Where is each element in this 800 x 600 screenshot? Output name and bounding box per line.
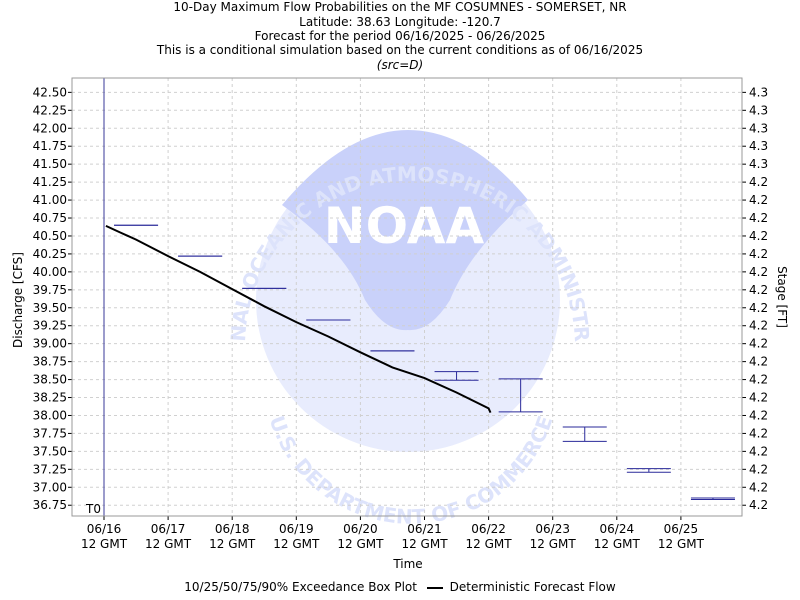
y2-tick-label: 4.3 xyxy=(749,103,768,117)
x-tick-label-date: 06/20 xyxy=(343,522,378,536)
y-tick-label: 36.75 xyxy=(33,498,67,512)
watermark-bird xyxy=(282,130,528,331)
chart-source: (src=D) xyxy=(376,58,424,72)
y-tick-label: 40.75 xyxy=(33,211,67,225)
y-tick-label: 37.75 xyxy=(33,426,67,440)
legend: 10/25/50/75/90% Exceedance Box Plot Dete… xyxy=(0,580,800,594)
x-tick-label-time: 12 GMT xyxy=(594,537,641,551)
y2-axis-title: Stage [FT] xyxy=(775,266,789,328)
chart-location: Latitude: 38.63 Longitude: -120.7 xyxy=(299,15,501,29)
x-tick-label-time: 12 GMT xyxy=(273,537,320,551)
legend-line-swatch xyxy=(426,586,443,589)
y-tick-label: 42.00 xyxy=(33,121,67,135)
x-tick-label-time: 12 GMT xyxy=(530,537,577,551)
y-axis-title: Discharge [CFS] xyxy=(11,252,25,348)
y2-tick-label: 4.2 xyxy=(749,480,768,494)
legend-line-label: Deterministic Forecast Flow xyxy=(449,580,616,594)
y-tick-label: 39.50 xyxy=(33,301,67,315)
y-tick-label: 41.25 xyxy=(33,175,67,189)
exceedance-boxes xyxy=(114,224,735,500)
y2-tick-label: 4.2 xyxy=(749,355,768,369)
x-tick-label-time: 12 GMT xyxy=(658,537,705,551)
chart-period: Forecast for the period 06/16/2025 - 06/… xyxy=(254,29,546,43)
legend-box-label: 10/25/50/75/90% Exceedance Box Plot xyxy=(184,580,417,594)
y-tick-label: 42.50 xyxy=(33,85,67,99)
y-tick-label: 39.00 xyxy=(33,337,67,351)
y2-tick-label: 4.2 xyxy=(749,283,768,297)
x-tick-label-date: 06/21 xyxy=(407,522,442,536)
x-tick-label-time: 12 GMT xyxy=(466,537,513,551)
y2-tick-label: 4.2 xyxy=(749,426,768,440)
y-tick-label: 39.25 xyxy=(33,319,67,333)
plot-frame xyxy=(71,77,743,517)
y-tick-label: 40.25 xyxy=(33,247,67,261)
y2-tick-label: 4.3 xyxy=(749,139,768,153)
x-tick-label-time: 12 GMT xyxy=(337,537,384,551)
y-axis-ticks: 42.50 42.25 42.00 41.75 41.50 41.25 41.00 40.75… xyxy=(33,85,72,512)
x-tick-label-time: 12 GMT xyxy=(145,537,192,551)
x-axis-title: Time xyxy=(392,557,422,571)
y-tick-label: 38.25 xyxy=(33,391,67,405)
y2-tick-label: 4.2 xyxy=(749,408,768,422)
chart-condition-note: This is a conditional simulation based o… xyxy=(156,43,644,57)
chart-title: 10-Day Maximum Flow Probabilities on the… xyxy=(173,0,627,14)
y2-tick-label: 4.3 xyxy=(749,85,768,99)
x-tick-label-time: 12 GMT xyxy=(81,537,128,551)
grid xyxy=(72,78,742,516)
y2-tick-label: 4.2 xyxy=(749,301,768,315)
y-tick-label: 37.25 xyxy=(33,462,67,476)
y-tick-label: 41.75 xyxy=(33,139,67,153)
x-tick-label-date: 06/16 xyxy=(87,522,122,536)
x-tick-label-date: 06/18 xyxy=(215,522,250,536)
y-tick-label: 39.75 xyxy=(33,283,67,297)
y2-tick-label: 4.3 xyxy=(749,121,768,135)
y-tick-label: 42.25 xyxy=(33,103,67,117)
t0-label: T0 xyxy=(85,502,101,516)
y-tick-label: 37.00 xyxy=(33,480,67,494)
deterministic-forecast-line xyxy=(105,224,492,414)
y-tick-label: 40.50 xyxy=(33,229,67,243)
y2-tick-label: 4.2 xyxy=(749,444,768,458)
exceedance-box xyxy=(690,497,735,500)
y2-tick-label: 4.3 xyxy=(749,157,768,171)
y2-tick-label: 4.2 xyxy=(749,391,768,405)
y2-tick-label: 4.2 xyxy=(749,498,768,512)
y2-tick-label: 4.2 xyxy=(749,337,768,351)
x-tick-label-date: 06/17 xyxy=(151,522,186,536)
x-tick-label-time: 12 GMT xyxy=(209,537,256,551)
y2-tick-label: 4.2 xyxy=(749,175,768,189)
y2-axis-ticks: 4.3 4.3 4.3 4.3 4.3 4.2 4.2 4.2 4.2 4.2 4.2 4.2 4.2 4… xyxy=(742,85,768,512)
x-tick-label-date: 06/22 xyxy=(471,522,506,536)
y-tick-label: 38.00 xyxy=(33,408,67,422)
exceedance-box xyxy=(562,426,607,442)
y2-tick-label: 4.2 xyxy=(749,373,768,387)
x-tick-label-time: 12 GMT xyxy=(401,537,448,551)
exceedance-box xyxy=(434,371,479,381)
y2-tick-label: 4.2 xyxy=(749,229,768,243)
y-tick-label: 41.50 xyxy=(33,157,67,171)
exceedance-box xyxy=(498,378,543,413)
x-tick-label-date: 06/25 xyxy=(664,522,699,536)
y-tick-label: 41.00 xyxy=(33,193,67,207)
y-tick-label: 38.75 xyxy=(33,355,67,369)
y2-tick-label: 4.2 xyxy=(749,211,768,225)
y-tick-label: 40.00 xyxy=(33,265,67,279)
y2-tick-label: 4.2 xyxy=(749,247,768,261)
y2-tick-label: 4.2 xyxy=(749,319,768,333)
x-tick-label-date: 06/24 xyxy=(600,522,635,536)
watermark-logo-text: NOAA xyxy=(324,197,485,255)
y2-tick-label: 4.2 xyxy=(749,462,768,476)
y-tick-label: 37.50 xyxy=(33,444,67,458)
x-tick-label-date: 06/23 xyxy=(535,522,570,536)
y-tick-label: 38.50 xyxy=(33,373,67,387)
x-tick-label-date: 06/19 xyxy=(279,522,314,536)
exceedance-box xyxy=(626,468,671,473)
y2-tick-label: 4.2 xyxy=(749,193,768,207)
y2-tick-label: 4.2 xyxy=(749,265,768,279)
